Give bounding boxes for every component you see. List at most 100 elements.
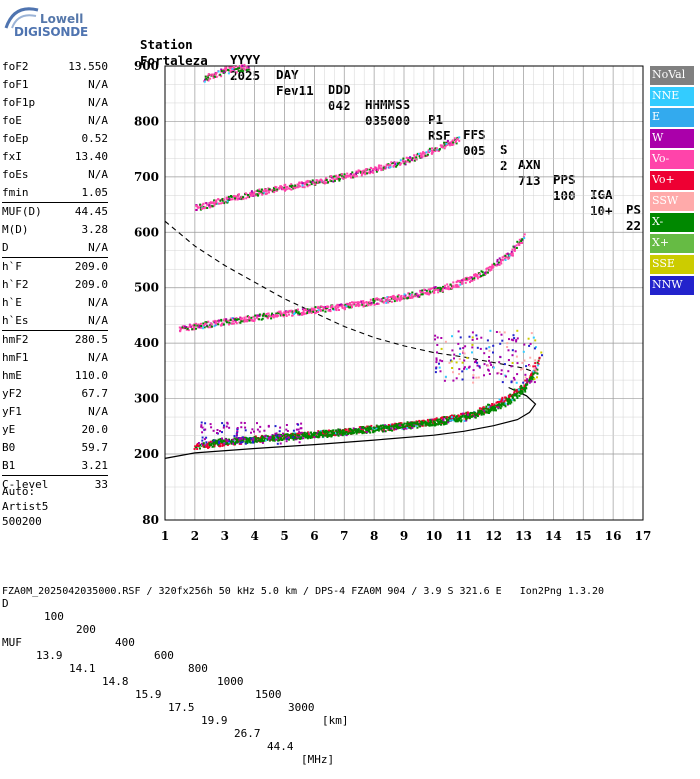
auto-label: Auto:: [2, 485, 36, 498]
echo-point: [225, 69, 227, 72]
header-value: 005: [463, 143, 486, 158]
spread-echo-point: [296, 436, 299, 439]
echo-point: [259, 439, 262, 442]
echo-point: [402, 157, 405, 160]
spread-echo-point: [263, 429, 266, 432]
spread-echo-point: [515, 381, 518, 384]
echo-point: [395, 425, 398, 428]
spread-echo-point: [298, 431, 301, 434]
echo-point: [323, 179, 326, 182]
spread-echo-point: [292, 436, 295, 439]
echo-point: [324, 306, 327, 308]
echo-point: [217, 443, 220, 446]
spread-echo-point: [251, 440, 254, 443]
echo-point: [345, 175, 348, 178]
spread-echo-point: [530, 380, 533, 383]
spread-echo-point: [485, 347, 488, 350]
echo-point: [325, 178, 328, 181]
echo-point: [441, 287, 443, 290]
spread-echo-point: [434, 334, 437, 337]
echo-point: [519, 392, 522, 395]
echo-point: [210, 444, 213, 446]
echo-point: [300, 436, 303, 439]
echo-point: [435, 419, 438, 422]
spread-echo-point: [244, 426, 247, 429]
echo-point: [445, 418, 448, 421]
echo-point: [442, 286, 445, 289]
echo-point: [287, 187, 290, 190]
echo-point: [371, 169, 374, 172]
echo-point: [356, 428, 359, 431]
echo-point: [399, 162, 402, 165]
spread-echo-point: [439, 370, 442, 373]
echo-point: [235, 321, 237, 323]
echo-point: [355, 175, 358, 178]
echo-point: [350, 173, 352, 175]
echo-point: [421, 419, 424, 422]
echo-point: [322, 432, 325, 435]
echo-point: [227, 72, 230, 75]
echo-point: [332, 432, 335, 435]
echo-point: [247, 319, 250, 322]
echo-point: [223, 202, 226, 205]
param-name: h`F: [2, 260, 22, 273]
muf-value: 26.7: [234, 727, 261, 740]
echo-point: [382, 425, 385, 428]
param-row: foF1p N/A: [2, 94, 108, 112]
echo-point: [469, 413, 471, 416]
spread-echo-point: [219, 430, 221, 433]
echo-point: [297, 313, 300, 316]
echo-point: [260, 188, 263, 191]
echo-point: [254, 314, 257, 317]
spread-echo-point: [533, 381, 536, 384]
spread-echo-point: [462, 347, 465, 349]
spread-echo-point: [463, 359, 466, 362]
echo-point: [453, 418, 456, 421]
echo-point: [460, 419, 463, 422]
echo-point: [438, 421, 441, 424]
spread-echo-point: [489, 329, 492, 332]
echo-point: [470, 412, 473, 415]
echo-point: [305, 436, 308, 439]
echo-point: [496, 263, 499, 266]
spread-echo-point: [506, 346, 509, 348]
echo-point: [422, 151, 425, 154]
echo-point: [284, 186, 287, 189]
echo-point: [503, 400, 506, 403]
echo-point: [498, 264, 501, 266]
echo-point: [255, 440, 258, 443]
echo-point: [213, 319, 216, 322]
echo-point: [279, 310, 282, 313]
spread-echo-point: [216, 429, 219, 431]
echo-point: [310, 433, 313, 435]
echo-point: [378, 425, 381, 428]
echo-point: [389, 164, 392, 167]
x-tick-label: 10: [426, 529, 443, 543]
echo-point: [370, 424, 373, 427]
echo-point: [369, 170, 371, 173]
spread-echo-point: [523, 359, 526, 362]
echo-point: [501, 398, 504, 401]
echo-point: [431, 151, 434, 154]
echo-point: [455, 420, 458, 423]
echo-point: [431, 423, 434, 426]
echo-point: [427, 288, 430, 291]
echo-point: [376, 302, 379, 305]
echo-point: [456, 418, 458, 421]
echo-point: [492, 406, 494, 408]
param-name: foEp: [2, 132, 29, 145]
spread-echo-point: [534, 346, 537, 349]
echo-point: [245, 69, 248, 72]
echo-point: [466, 279, 469, 282]
legend-item: E: [650, 108, 694, 127]
echo-point: [484, 271, 487, 274]
logo-brand-bottom: DIGISONDE: [14, 25, 88, 39]
echo-point: [504, 254, 507, 257]
param-value: N/A: [88, 168, 108, 181]
echo-point: [301, 433, 304, 436]
spread-echo-point: [228, 440, 231, 443]
echo-point: [229, 319, 232, 321]
echo-point: [290, 188, 293, 191]
echo-point: [409, 297, 411, 299]
echo-point: [317, 308, 320, 311]
